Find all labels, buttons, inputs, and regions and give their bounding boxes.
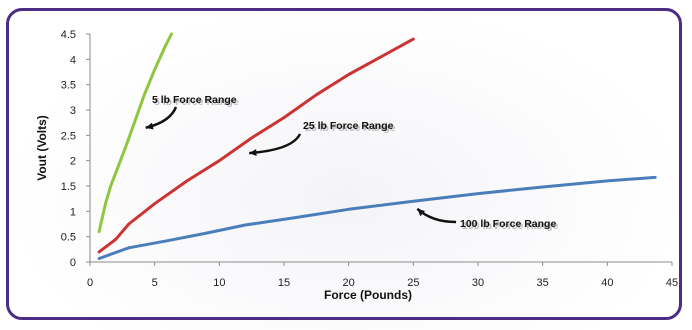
x-tick-label: 25 <box>407 277 419 289</box>
annotation-label: 5 lb Force Range <box>152 94 237 106</box>
x-tick-label: 45 <box>666 277 678 289</box>
y-tick-label: 3.5 <box>61 80 76 92</box>
x-tick-label: 0 <box>87 277 93 289</box>
x-tick-label: 35 <box>537 277 549 289</box>
y-tick-label: 2.5 <box>61 130 76 142</box>
x-tick-label: 40 <box>601 277 613 289</box>
arrow-head-icon <box>417 208 426 217</box>
y-tick-label: 4.5 <box>61 29 76 41</box>
y-tick-label: 1.5 <box>61 181 76 193</box>
axes-layer: 0 0.5 1 1.5 2 2.5 3 3.5 4 4.5 0 5 10 15 20 25 30 35 40 45 <box>61 29 678 289</box>
y-tick-label: 2 <box>70 156 76 168</box>
arrow-head-icon <box>145 122 154 130</box>
x-tick-label: 15 <box>278 277 290 289</box>
x-tick-label: 20 <box>343 277 355 289</box>
annotation-shadow: 25 lb Force Range <box>305 122 396 134</box>
arrow-head-icon <box>249 149 257 157</box>
y-axis-title: Vout (Volts) <box>35 115 49 181</box>
annotation-shadow: 5 lb Force Range <box>154 96 239 108</box>
y-tick-label: 3 <box>70 105 76 117</box>
x-tick-label: 30 <box>472 277 484 289</box>
series-line-5-lb-force-range <box>97 32 173 234</box>
annotation-label: 25 lb Force Range <box>303 120 394 132</box>
annotation-arrow <box>249 133 302 155</box>
y-tick-label: 4 <box>70 54 76 66</box>
annotation-label: 100 lb Force Range <box>460 218 556 230</box>
annotation-shadow: 100 lb Force Range <box>462 220 558 232</box>
chart-frame <box>6 8 682 320</box>
x-tick-label: 5 <box>152 277 158 289</box>
x-axis-title: Force (Pounds) <box>324 288 412 302</box>
series-line-25-lb-force-range <box>97 37 415 254</box>
x-tick-label: 10 <box>213 277 225 289</box>
y-tick-label: 0 <box>70 257 76 269</box>
series-line-100-lb-force-range <box>97 175 657 260</box>
y-tick-label: 0.5 <box>61 232 76 244</box>
y-tick-label: 1 <box>70 206 76 218</box>
series-layer <box>97 32 657 260</box>
